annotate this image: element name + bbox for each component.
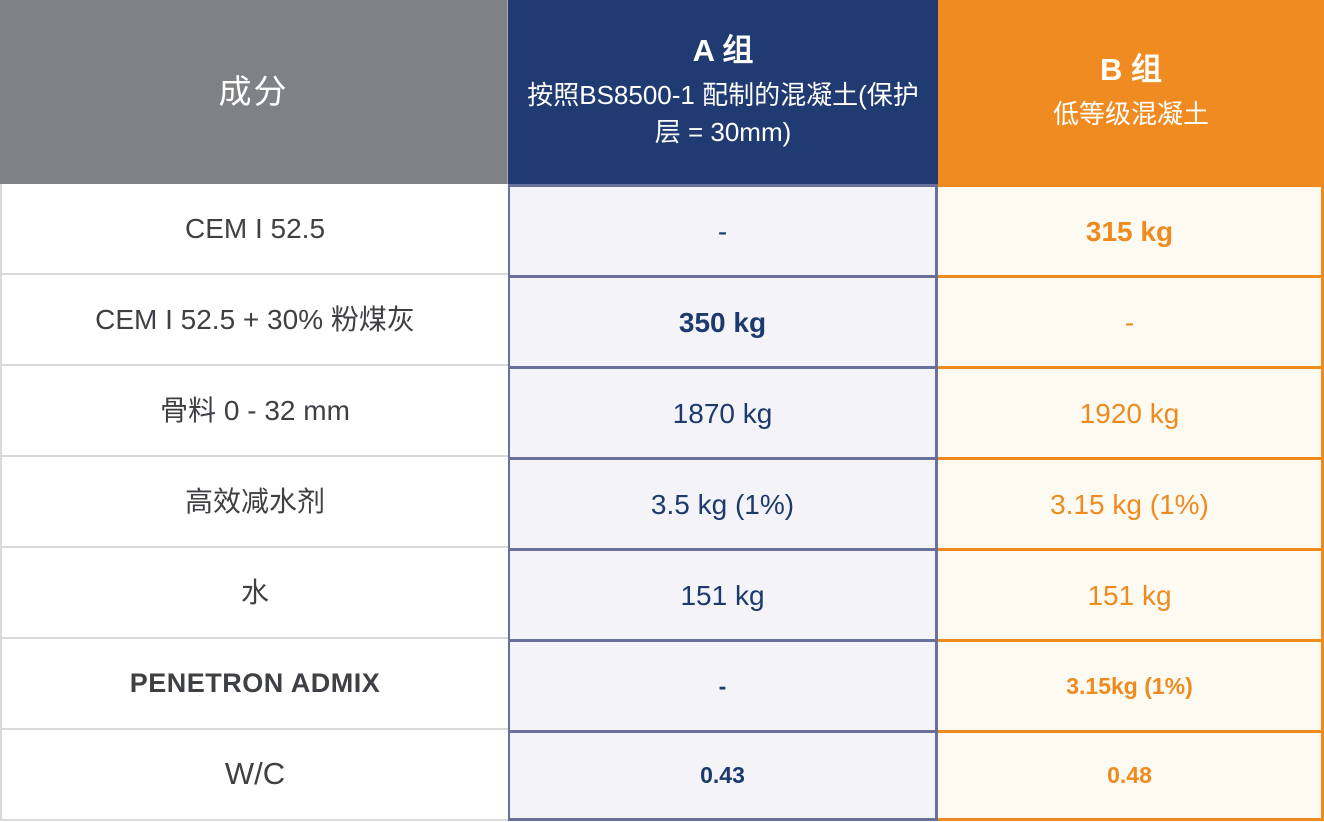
- group-a-value-aggregate: 1870 kg: [508, 366, 938, 457]
- ingredient-cell-cem-flyash: CEM I 52.5 + 30% 粉煤灰: [0, 275, 508, 366]
- header-ingredient-column: 成分: [0, 0, 508, 184]
- group-b-value-cem-flyash: -: [938, 275, 1324, 366]
- group-a-title: A 组: [692, 32, 754, 68]
- header-group-b: B 组 低等级混凝土: [938, 0, 1324, 184]
- ingredient-cell-cem-i-52-5: CEM I 52.5: [0, 184, 508, 275]
- ingredient-cell-penetron-admix: PENETRON ADMIX: [0, 639, 508, 730]
- group-b-value-cem-i-52-5: 315 kg: [938, 184, 1324, 275]
- ingredient-cell-wc-ratio: W/C: [0, 730, 508, 821]
- group-a-value-water: 151 kg: [508, 548, 938, 639]
- group-a-value-penetron-admix: -: [508, 639, 938, 730]
- ingredient-cell-water: 水: [0, 548, 508, 639]
- ingredient-cell-superplasticizer: 高效减水剂: [0, 457, 508, 548]
- group-b-value-aggregate: 1920 kg: [938, 366, 1324, 457]
- group-a-value-cem-i-52-5: -: [508, 184, 938, 275]
- group-b-subtitle: 低等级混凝土: [1052, 98, 1209, 129]
- group-b-value-water: 151 kg: [938, 548, 1324, 639]
- ingredient-column-title: 成分: [218, 73, 289, 111]
- header-group-a: A 组 按照BS8500-1 配制的混凝土(保护层 = 30mm): [508, 0, 938, 184]
- group-b-value-superplasticizer: 3.15 kg (1%): [938, 457, 1324, 548]
- group-b-value-wc-ratio: 0.48: [938, 730, 1324, 821]
- group-a-value-superplasticizer: 3.5 kg (1%): [508, 457, 938, 548]
- ingredient-cell-aggregate: 骨料 0 - 32 mm: [0, 366, 508, 457]
- group-a-value-cem-flyash: 350 kg: [508, 275, 938, 366]
- group-a-value-wc-ratio: 0.43: [508, 730, 938, 821]
- group-b-value-penetron-admix: 3.15kg (1%): [938, 639, 1324, 730]
- group-a-subtitle: 按照BS8500-1 配制的混凝土(保护层 = 30mm): [527, 79, 919, 148]
- group-b-title: B 组: [1100, 51, 1162, 87]
